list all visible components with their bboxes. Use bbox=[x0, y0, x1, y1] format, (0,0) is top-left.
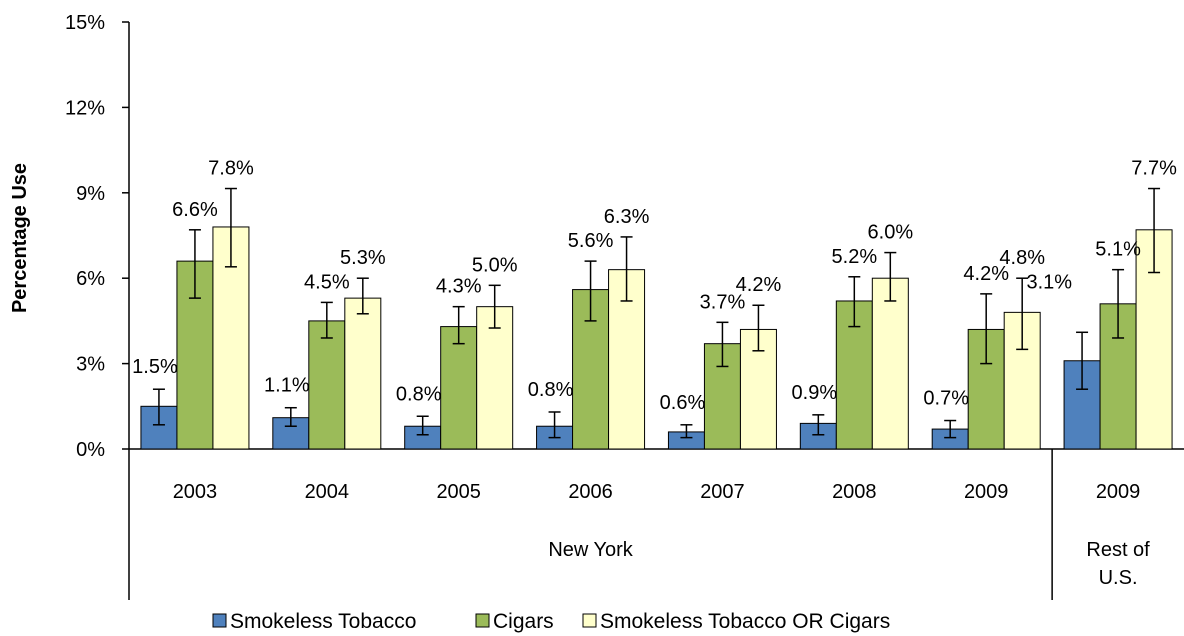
category-label: 2009 bbox=[1096, 481, 1141, 503]
y-tick-label: 9% bbox=[76, 183, 105, 205]
bar bbox=[476, 306, 514, 450]
data-label: 5.6% bbox=[568, 230, 614, 252]
bar bbox=[308, 320, 346, 450]
data-label: 0.8% bbox=[528, 379, 574, 401]
legend-label: Cigars bbox=[493, 610, 554, 633]
legend-swatch bbox=[475, 613, 490, 628]
data-label: 5.1% bbox=[1095, 239, 1141, 261]
data-label: 4.3% bbox=[436, 276, 482, 298]
data-label: 5.3% bbox=[340, 247, 386, 269]
bars bbox=[140, 187, 1173, 450]
data-label: 0.8% bbox=[396, 383, 442, 405]
y-axis-label: Percentage Use bbox=[9, 163, 31, 313]
legend: Smokeless Tobacco Cigars Smokeless Tobacco… bbox=[212, 610, 890, 633]
data-label: 3.7% bbox=[700, 291, 746, 313]
data-label: 6.3% bbox=[604, 206, 650, 228]
y-tick-label: 0% bbox=[76, 439, 105, 461]
legend-label: Smokeless Tobacco bbox=[230, 610, 416, 633]
bar bbox=[871, 277, 909, 450]
legend-swatch bbox=[582, 613, 597, 628]
category-label: 2003 bbox=[173, 481, 218, 503]
category-label: 2009 bbox=[964, 481, 1009, 503]
x-axis: 2003 2004 2005 2006 2007 2008 2009 2009 New York… bbox=[173, 449, 1150, 600]
y-tick-label: 3% bbox=[76, 354, 105, 376]
data-label: 1.1% bbox=[264, 375, 310, 397]
category-label: 2007 bbox=[700, 481, 745, 503]
y-tick-label: 12% bbox=[65, 97, 105, 119]
data-label: 5.2% bbox=[832, 246, 878, 268]
bar bbox=[440, 326, 478, 450]
bar bbox=[344, 297, 382, 450]
category-label: 2005 bbox=[436, 481, 481, 503]
data-label: 4.8% bbox=[999, 247, 1045, 269]
data-labels: 1.5% 6.6% 7.8% 1.1% 4.5%5.3% 0.8% 4.3%5.0% 0.8%… bbox=[132, 158, 1177, 414]
data-label: 4.2% bbox=[963, 263, 1009, 285]
data-label: 1.5% bbox=[132, 356, 178, 378]
y-tick-label: 6% bbox=[76, 268, 105, 290]
category-label: 2008 bbox=[832, 481, 877, 503]
data-label: 4.5% bbox=[304, 271, 350, 293]
data-label: 0.9% bbox=[792, 382, 838, 404]
category-label: 2004 bbox=[305, 481, 350, 503]
legend-swatch bbox=[212, 613, 227, 628]
group-label: U.S. bbox=[1099, 567, 1138, 589]
data-label: 6.6% bbox=[172, 199, 218, 221]
legend-label: Smokeless Tobacco OR Cigars bbox=[600, 610, 890, 633]
data-label: 5.0% bbox=[472, 254, 518, 276]
data-label: 7.8% bbox=[208, 158, 254, 180]
group-label: New York bbox=[548, 539, 633, 561]
data-label: 6.0% bbox=[868, 222, 914, 244]
group-label: Rest of bbox=[1086, 539, 1150, 561]
y-tick-label: 15% bbox=[65, 12, 105, 34]
data-label: 7.7% bbox=[1131, 158, 1177, 180]
category-label: 2006 bbox=[568, 481, 613, 503]
data-label: 4.2% bbox=[736, 274, 782, 296]
data-label: 3.1% bbox=[1026, 271, 1072, 293]
data-label: 0.6% bbox=[660, 392, 706, 414]
data-label: 0.7% bbox=[923, 388, 969, 410]
